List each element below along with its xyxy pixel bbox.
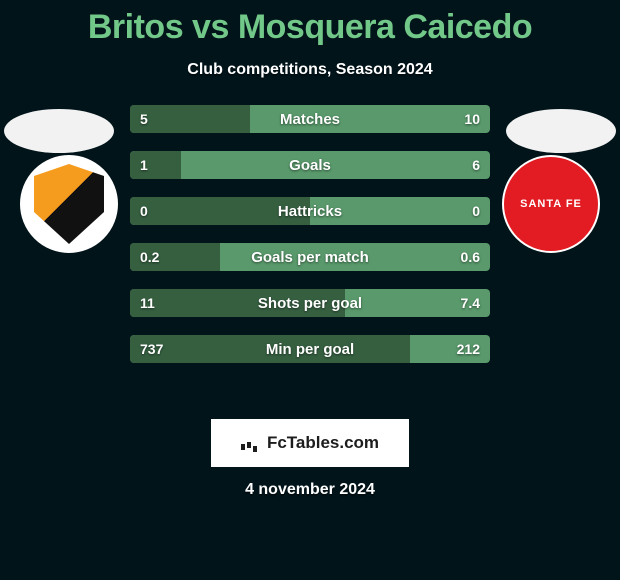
stat-bar-row: Shots per goal11 7.4 — [130, 289, 490, 317]
page-title: Britos vs Mosquera Caicedo — [0, 0, 620, 47]
stat-bar-value-left: 5 — [140, 105, 148, 133]
stat-bar-row: Goals1 6 — [130, 151, 490, 179]
stat-bar-value-right: 7.4 — [461, 289, 480, 317]
crest-right-label: SANTA FE — [504, 198, 598, 210]
stat-bar-row: Min per goal737 212 — [130, 335, 490, 363]
stat-bar-value-right: 0 — [472, 197, 480, 225]
stat-bar-value-right: 212 — [457, 335, 480, 363]
stat-bar-label: Matches — [130, 105, 490, 133]
stat-bar-value-left: 0.2 — [140, 243, 159, 271]
stat-bar-value-right: 10 — [464, 105, 480, 133]
flag-right — [506, 109, 616, 153]
crest-left-shield-icon — [34, 164, 104, 244]
stat-bar-label: Goals per match — [130, 243, 490, 271]
stat-bar-label: Min per goal — [130, 335, 490, 363]
stat-bar-row: Hattricks0 0 — [130, 197, 490, 225]
stat-bar-value-right: 0.6 — [461, 243, 480, 271]
stat-bar-value-right: 6 — [472, 151, 480, 179]
stat-bars: Matches5 10 Goals1 6 Hattricks0 0 Goals per ma… — [130, 105, 490, 381]
stat-bar-row: Matches5 10 — [130, 105, 490, 133]
crest-left — [20, 155, 118, 253]
stat-bar-value-left: 11 — [140, 289, 155, 317]
stat-bar-value-left: 737 — [140, 335, 163, 363]
stat-bar-value-left: 0 — [140, 197, 148, 225]
subtitle: Club competitions, Season 2024 — [0, 61, 620, 79]
branding-text: FcTables.com — [267, 433, 379, 453]
comparison-arena: SANTA FE Matches5 10 Goals1 6 Hattricks0 0 Goa… — [0, 105, 620, 415]
fctables-logo-icon — [241, 436, 261, 450]
date-stamp: 4 november 2024 — [0, 481, 620, 499]
flag-left — [4, 109, 114, 153]
stat-bar-row: Goals per match0.2 0.6 — [130, 243, 490, 271]
stat-bar-label: Goals — [130, 151, 490, 179]
stat-bar-label: Shots per goal — [130, 289, 490, 317]
comparison-card: Britos vs Mosquera Caicedo Club competit… — [0, 0, 620, 580]
stat-bar-value-left: 1 — [140, 151, 148, 179]
crest-right: SANTA FE — [502, 155, 600, 253]
stat-bar-label: Hattricks — [130, 197, 490, 225]
branding-badge: FcTables.com — [211, 419, 409, 467]
